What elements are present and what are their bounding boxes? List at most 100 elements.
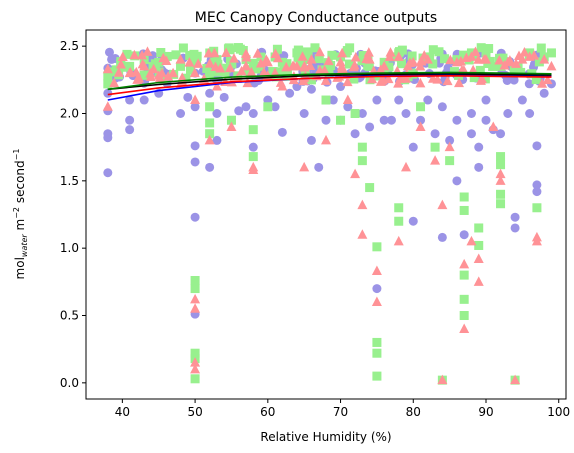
data-point-square (496, 61, 506, 71)
data-point-square (248, 58, 258, 68)
data-point-square (372, 371, 382, 381)
data-point-triangle (314, 46, 325, 57)
data-point-square (321, 95, 331, 105)
data-point-triangle (367, 73, 378, 84)
data-point-square (171, 50, 181, 60)
data-point-square (459, 294, 469, 304)
data-point-triangle (442, 75, 453, 86)
data-point-square (476, 43, 486, 53)
data-point-triangle (502, 56, 513, 67)
data-point-circle (336, 82, 346, 92)
y-label-middle: m (13, 219, 27, 235)
data-point-circle (474, 142, 484, 152)
data-point-triangle (115, 58, 126, 69)
data-point-triangle (371, 265, 382, 276)
data-point-square (546, 48, 556, 58)
data-point-circle (437, 232, 447, 242)
data-point-circle (474, 162, 484, 172)
data-point-circle (452, 115, 462, 125)
data-point-triangle (495, 168, 506, 179)
data-point-square (428, 59, 438, 69)
data-point-square (480, 74, 490, 84)
data-point-triangle (445, 54, 456, 65)
data-point-triangle (459, 258, 470, 269)
data-point-circle (212, 135, 222, 145)
data-point-square (272, 44, 282, 54)
y-tick-label: 1.0 (60, 241, 79, 255)
data-point-square (349, 74, 359, 84)
data-point-circle (190, 102, 200, 112)
data-point-circle (190, 141, 200, 151)
data-point-triangle (459, 323, 470, 333)
data-point-circle (103, 129, 113, 139)
data-point-circle (125, 125, 135, 135)
data-point-triangle (494, 55, 505, 65)
data-point-square (204, 69, 214, 79)
data-point-triangle (466, 235, 477, 246)
data-point-triangle (510, 374, 521, 385)
scatter-marks (102, 43, 557, 385)
data-point-triangle (242, 77, 253, 88)
x-axis: 40 50 60 70 80 90 100 (115, 399, 570, 419)
data-point-triangle (415, 121, 426, 131)
data-point-triangle (323, 55, 334, 66)
data-point-triangle (109, 77, 120, 88)
data-point-square (185, 50, 195, 60)
data-point-square (302, 47, 312, 57)
data-point-square (139, 70, 149, 80)
data-point-square (439, 54, 449, 64)
data-point-triangle (488, 121, 499, 131)
fit-lines (107, 71, 552, 101)
data-point-square (156, 48, 166, 58)
data-point-triangle (393, 78, 404, 88)
data-point-square (459, 192, 469, 202)
data-point-square (310, 43, 320, 53)
data-point-triangle (415, 77, 426, 88)
data-point-triangle (466, 51, 477, 61)
data-point-triangle (193, 58, 204, 68)
data-point-triangle (321, 134, 331, 145)
data-point-square (205, 102, 215, 112)
data-point-circle (212, 108, 222, 118)
data-point-square (496, 189, 506, 199)
data-point-circle (183, 92, 193, 102)
data-point-square (509, 64, 519, 74)
data-point-square (154, 57, 164, 67)
data-point-square (103, 71, 113, 81)
data-point-circle (510, 212, 520, 222)
data-point-circle (241, 102, 251, 112)
data-point-triangle (539, 54, 550, 64)
data-point-circle (445, 135, 455, 145)
data-point-square (122, 49, 132, 59)
data-point-square (248, 125, 258, 135)
data-point-circle (205, 162, 215, 172)
data-point-square (394, 203, 404, 213)
data-point-triangle (393, 235, 404, 246)
data-point-square (324, 67, 334, 77)
data-point-triangle (542, 74, 553, 85)
data-point-triangle (175, 54, 186, 64)
data-point-square (428, 45, 438, 55)
data-point-square (190, 284, 200, 294)
data-point-triangle (221, 47, 232, 57)
data-point-circle (379, 115, 389, 125)
data-point-square (430, 142, 440, 152)
data-point-triangle (393, 51, 404, 61)
data-point-circle (314, 162, 324, 172)
data-point-square (222, 63, 232, 73)
data-point-triangle (451, 56, 462, 67)
data-point-triangle (139, 60, 150, 71)
data-point-circle (517, 95, 527, 105)
data-point-circle (139, 95, 149, 105)
fit-line-black (107, 72, 552, 91)
data-point-square (251, 64, 261, 74)
data-point-triangle (203, 47, 214, 58)
data-point-square (205, 118, 215, 128)
data-point-square (516, 67, 526, 77)
data-point-triangle (430, 155, 441, 165)
data-point-circle (372, 95, 382, 105)
data-point-triangle (306, 54, 317, 64)
data-point-square (190, 348, 200, 358)
data-point-circle (401, 108, 411, 118)
data-point-triangle (190, 303, 201, 313)
